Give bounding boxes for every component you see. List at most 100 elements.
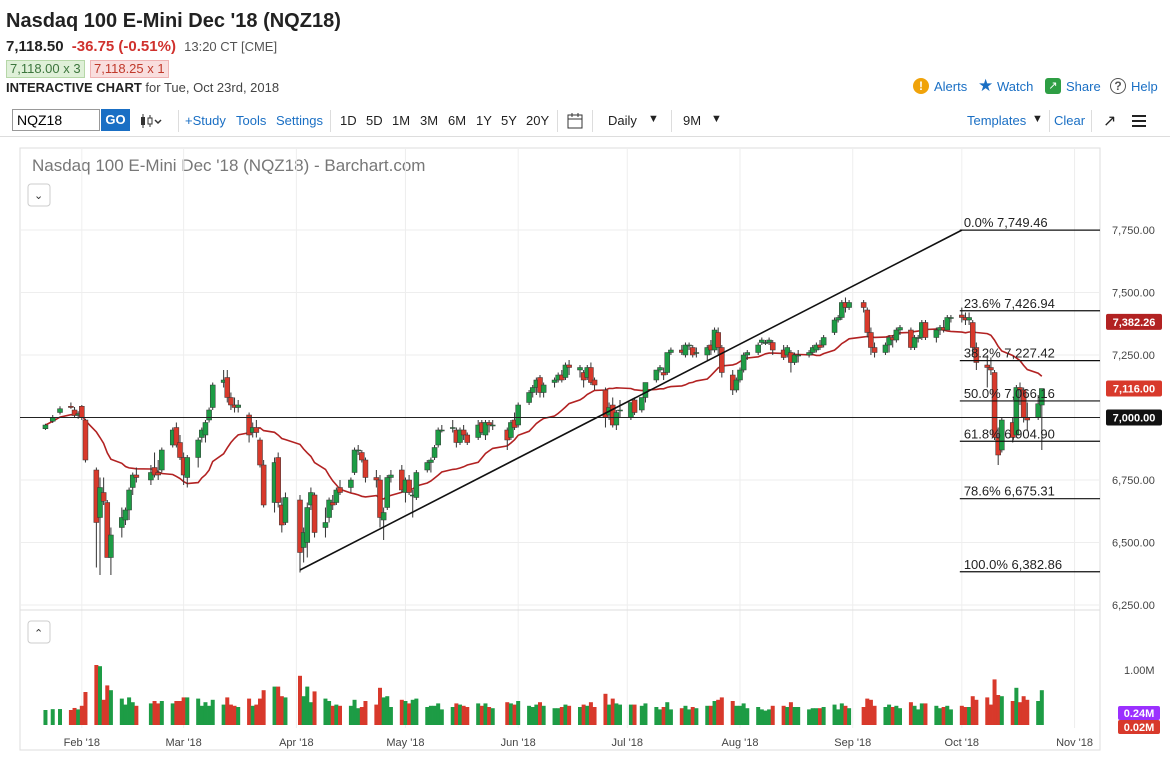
volume-bar (152, 701, 157, 725)
volume-bar (781, 705, 786, 725)
volume-bar (578, 707, 582, 725)
candlestick-type-icon[interactable] (138, 112, 162, 130)
volume-bar (330, 705, 335, 725)
volume-bar (705, 705, 710, 725)
range-6m[interactable]: 6M (448, 113, 467, 128)
candle-body (155, 472, 161, 476)
volume-bar (556, 708, 561, 725)
volume-bar (210, 699, 215, 725)
range-1y[interactable]: 1Y (476, 113, 492, 128)
share-icon[interactable]: ↗ (1045, 78, 1061, 94)
fib-level-label: 78.6% 6,675.31 (964, 484, 1055, 499)
candle-body (831, 319, 838, 333)
span-select[interactable]: 9M (683, 113, 702, 128)
volume-bar (658, 709, 662, 725)
range-1m[interactable]: 1M (392, 113, 411, 128)
candle-body (766, 339, 772, 343)
clear-button[interactable]: Clear (1054, 113, 1086, 128)
volume-bar (363, 701, 368, 725)
watch-link[interactable]: Watch (997, 79, 1034, 94)
candle-body (969, 322, 976, 348)
candle-body (988, 367, 994, 371)
alert-icon[interactable]: ! (913, 78, 929, 94)
range-3m[interactable]: 3M (420, 113, 439, 128)
tools-button[interactable]: Tools (236, 113, 267, 128)
volume-bar (643, 703, 648, 725)
volume-bar (225, 697, 230, 725)
candle-body (337, 487, 343, 493)
candlesticks (42, 297, 1045, 575)
time-axis: Feb '18 Mar '18 Apr '18 May '18 Jun '18 Jul '… (64, 737, 1093, 749)
candle-body (562, 364, 569, 378)
volume-bar (327, 701, 332, 725)
add-study-button[interactable]: +Study (185, 113, 226, 128)
star-icon[interactable]: ★ (978, 76, 994, 95)
candle-body (97, 487, 103, 518)
candle-body (206, 409, 212, 421)
price-tick-label: 7,250.00 (1112, 350, 1155, 362)
help-link[interactable]: Help (1131, 79, 1158, 94)
collapse-volume-panel-button[interactable] (27, 620, 51, 644)
expand-icon[interactable]: ↗ (1103, 113, 1117, 130)
volume-bar (174, 701, 179, 725)
volume-bar (312, 691, 317, 725)
volume-bar (527, 705, 532, 725)
candle-body (922, 322, 929, 338)
volume-bar (301, 696, 306, 725)
symbol-input[interactable] (12, 109, 100, 131)
chevron-down-icon[interactable]: ▼ (648, 113, 659, 125)
volume-bar (178, 701, 182, 725)
candle-body (1035, 403, 1041, 418)
volume-bar (508, 703, 513, 725)
volume-bar (250, 705, 255, 725)
share-link[interactable]: Share (1066, 79, 1101, 94)
volume-bar (745, 708, 750, 725)
alerts-link[interactable]: Alerts (934, 79, 968, 94)
time-tick-label: Sep '18 (834, 737, 871, 749)
price-tick-label: 7,750.00 (1112, 225, 1155, 237)
candle-body (868, 332, 874, 348)
candle-body (686, 344, 692, 347)
settings-button[interactable]: Settings (276, 113, 323, 128)
candle-body (664, 352, 671, 373)
candle-body (68, 406, 74, 408)
range-20y[interactable]: 20Y (526, 113, 550, 128)
collapse-price-panel-button[interactable] (27, 183, 51, 207)
volume-bar (992, 679, 997, 725)
volume-bar (450, 707, 455, 725)
candle-body (631, 399, 638, 413)
go-button[interactable]: GO (101, 109, 130, 131)
candle-body (195, 439, 201, 458)
volume-bar (959, 705, 964, 725)
volume-bar (407, 703, 412, 725)
range-5d[interactable]: 5D (366, 113, 383, 128)
candle-body (784, 347, 791, 356)
volume-bar (923, 703, 928, 725)
volume-bar (258, 698, 262, 725)
volume-bar (581, 704, 586, 725)
candle-body (508, 422, 514, 438)
volume-bar (734, 705, 739, 725)
volume-bar (552, 708, 557, 725)
volume-bar (323, 698, 328, 725)
volume-tag-box (1118, 706, 1160, 720)
volume-bar (712, 701, 717, 725)
period-select[interactable]: Daily (608, 113, 637, 128)
time-tick-label: Mar '18 (165, 737, 201, 749)
volume-bar (334, 704, 339, 725)
range-1d[interactable]: 1D (340, 113, 357, 128)
volume-bar (308, 702, 313, 725)
help-icon[interactable]: ? (1110, 78, 1126, 94)
calendar-icon[interactable] (567, 112, 583, 129)
chevron-down-icon[interactable]: ▼ (1032, 113, 1043, 125)
volume-bar (305, 686, 310, 725)
candle-body (126, 489, 132, 511)
chevron-down-icon[interactable]: ▼ (711, 113, 722, 125)
candle-body (235, 404, 241, 408)
menu-icon[interactable] (1132, 114, 1148, 128)
templates-button[interactable]: Templates (967, 113, 1027, 128)
range-5y[interactable]: 5Y (501, 113, 517, 128)
volume-bar (618, 704, 622, 725)
volume-bar (967, 707, 972, 725)
